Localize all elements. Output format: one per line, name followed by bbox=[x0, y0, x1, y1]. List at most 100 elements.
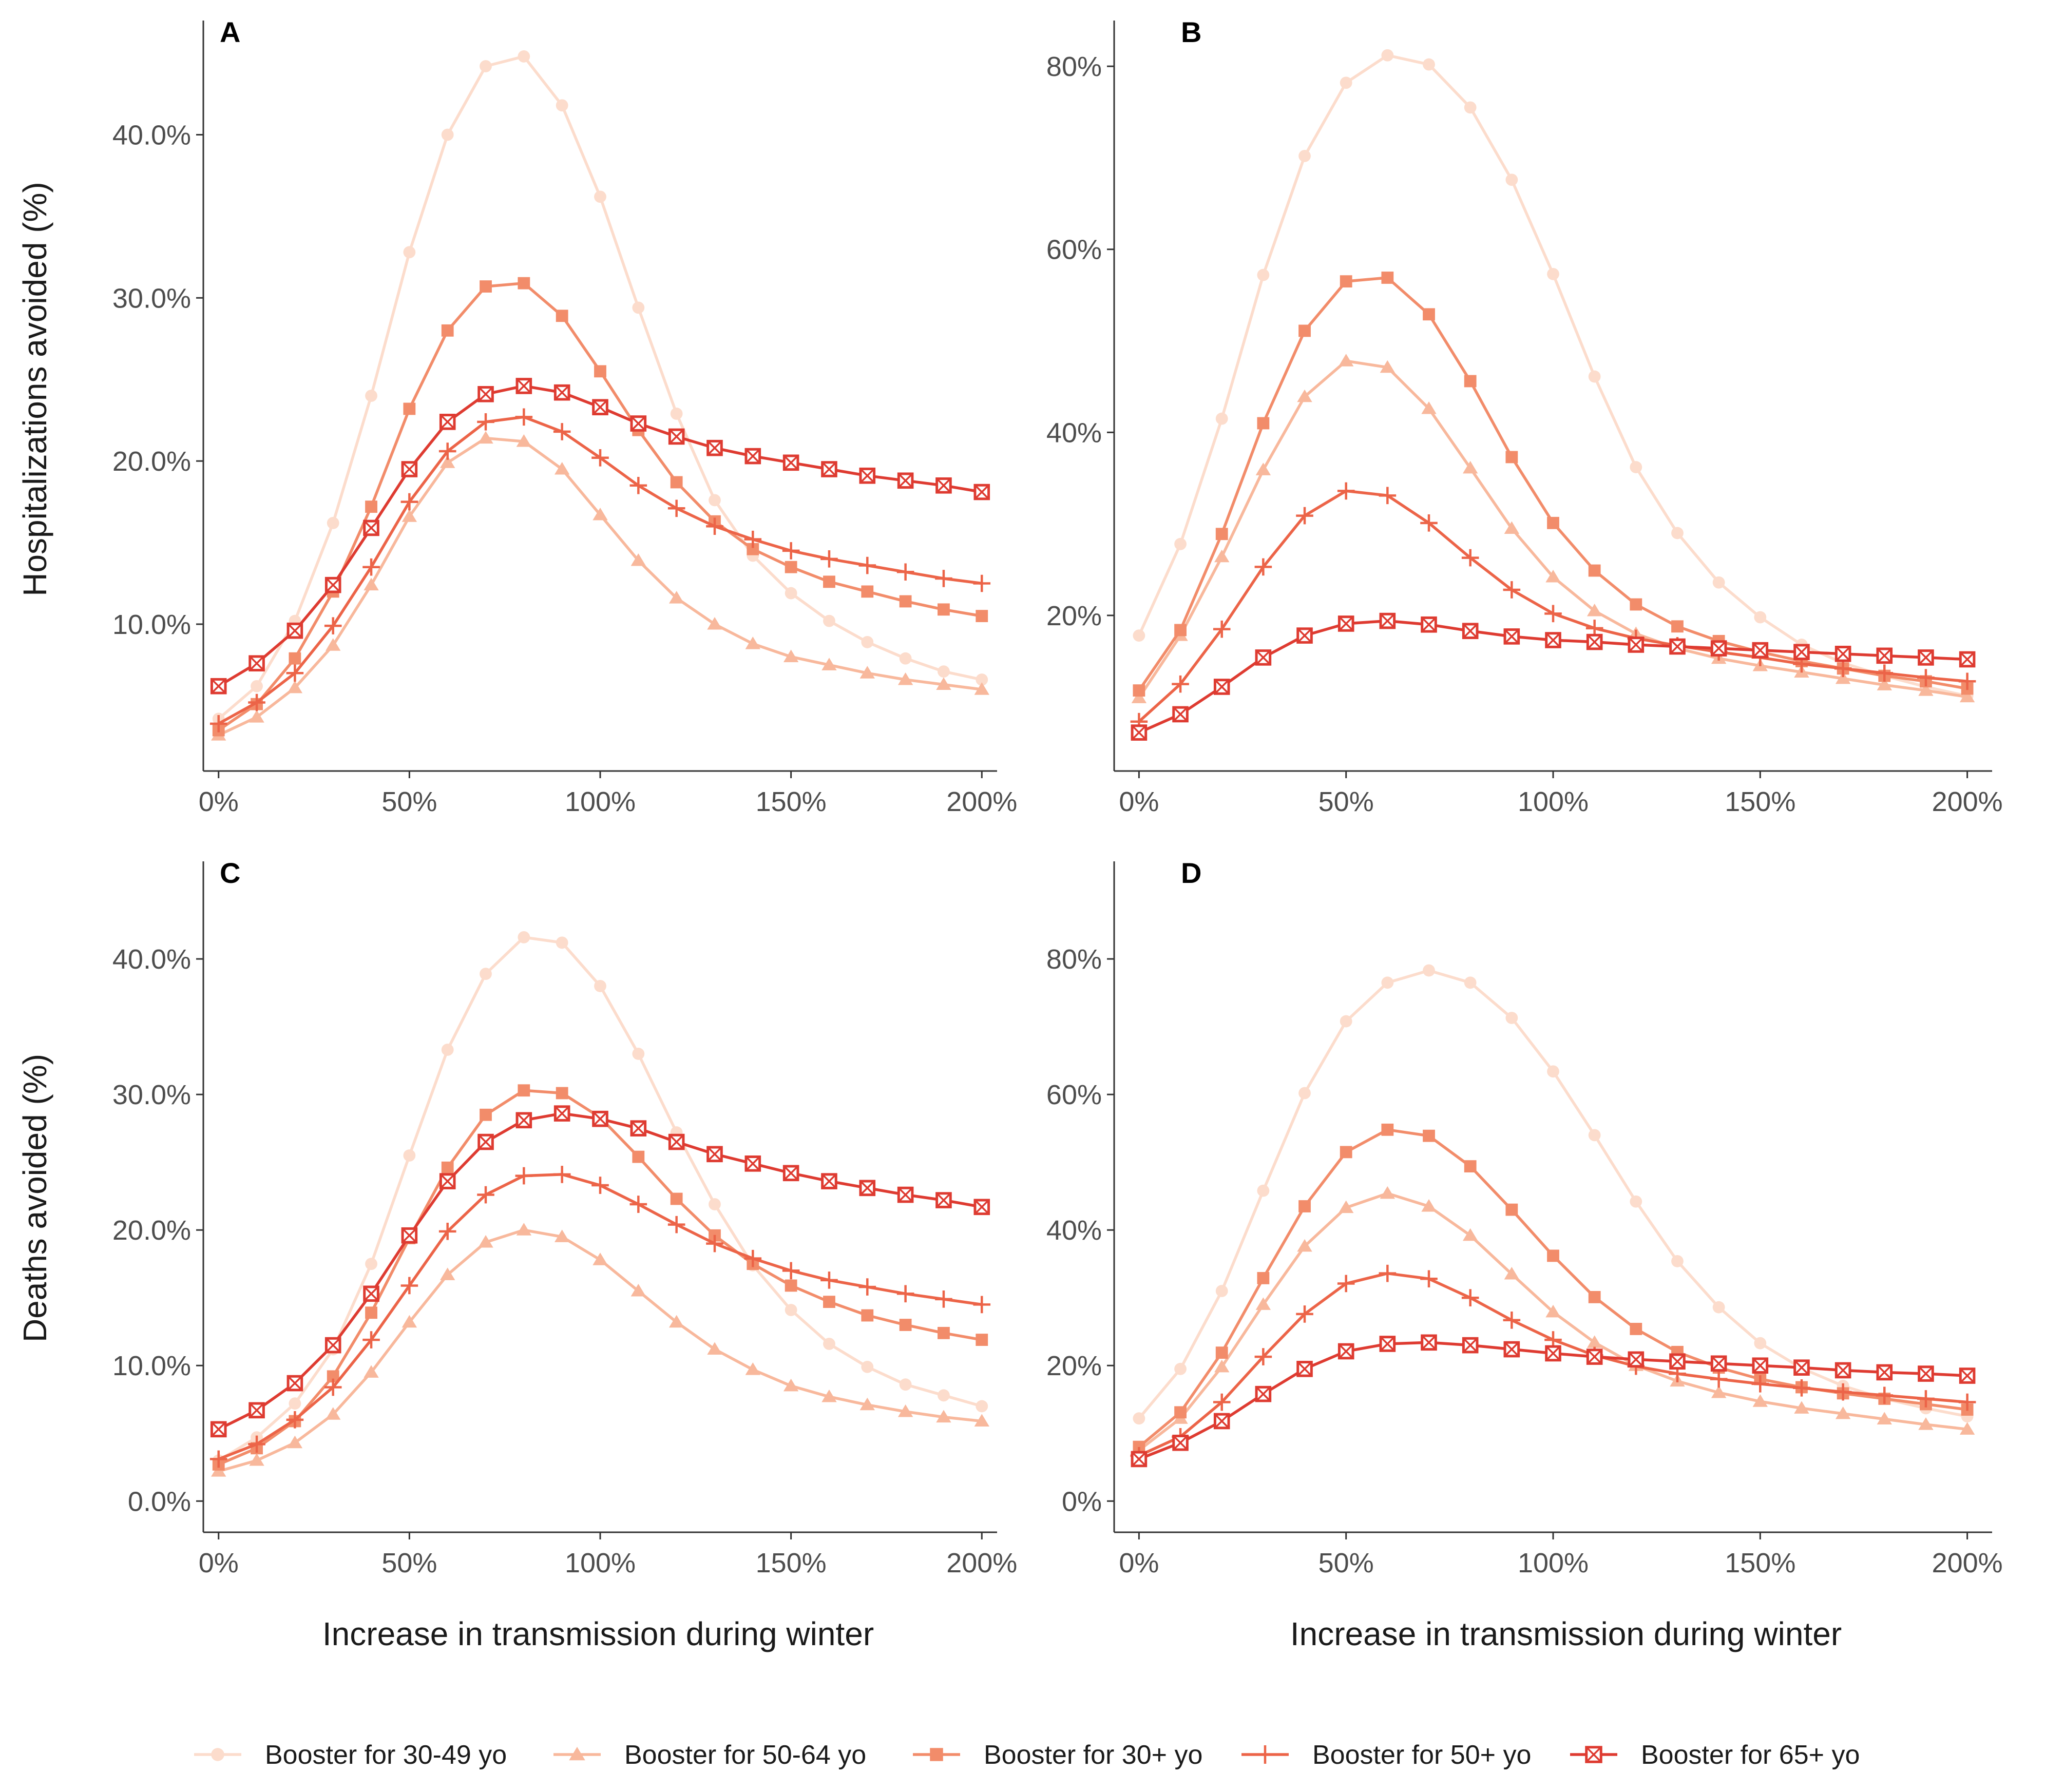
data-point bbox=[861, 1309, 874, 1322]
x-tick-label: 0% bbox=[1119, 786, 1159, 817]
panel-c-deaths: C Deaths avoided (%) Increase in transmi… bbox=[16, 857, 1017, 1652]
x-tick-label: 100% bbox=[565, 1548, 636, 1578]
data-point bbox=[1215, 528, 1228, 541]
data-point bbox=[785, 561, 797, 573]
data-point bbox=[591, 449, 609, 467]
data-point bbox=[667, 1216, 685, 1234]
data-point bbox=[1338, 354, 1354, 367]
data-point bbox=[1462, 1337, 1479, 1354]
data-point bbox=[324, 617, 342, 634]
data-point bbox=[1876, 647, 1893, 664]
data-point bbox=[897, 672, 913, 685]
data-point bbox=[1421, 1334, 1437, 1351]
data-point bbox=[1381, 1123, 1394, 1136]
data-point bbox=[785, 1279, 797, 1292]
y-tick-label: 10.0% bbox=[112, 1351, 191, 1381]
data-point bbox=[1379, 612, 1396, 629]
data-point bbox=[326, 1407, 341, 1420]
data-point bbox=[1379, 1336, 1396, 1352]
data-point bbox=[1877, 1412, 1892, 1425]
data-point bbox=[1298, 324, 1311, 337]
data-point bbox=[553, 1105, 570, 1122]
data-point bbox=[362, 558, 380, 576]
data-point bbox=[1503, 1341, 1520, 1358]
data-point bbox=[1174, 537, 1187, 550]
data-point bbox=[668, 428, 685, 445]
data-point bbox=[976, 610, 988, 622]
y-tick-label: 80% bbox=[1046, 944, 1102, 975]
data-point bbox=[365, 1258, 377, 1270]
data-point bbox=[1917, 669, 1935, 686]
data-point bbox=[1337, 1343, 1354, 1360]
data-point bbox=[286, 622, 303, 639]
x-tick-label: 200% bbox=[946, 1548, 1017, 1578]
y-tick-label: 60% bbox=[1046, 1080, 1102, 1110]
data-point bbox=[897, 472, 914, 489]
data-point bbox=[821, 1173, 837, 1189]
data-point bbox=[706, 517, 723, 535]
y-tick-label: 60% bbox=[1046, 235, 1102, 265]
data-point bbox=[210, 1421, 227, 1438]
data-point bbox=[1462, 1228, 1478, 1241]
data-point bbox=[1340, 76, 1352, 89]
data-point bbox=[327, 517, 339, 529]
data-point bbox=[441, 1044, 454, 1056]
data-point bbox=[1340, 1015, 1352, 1028]
data-point bbox=[823, 1338, 835, 1350]
x-tick-label: 150% bbox=[1725, 786, 1795, 817]
data-point bbox=[516, 434, 532, 447]
data-point bbox=[1503, 1311, 1521, 1329]
data-point bbox=[1793, 1359, 1810, 1376]
data-point bbox=[477, 413, 494, 431]
data-point bbox=[670, 1192, 683, 1205]
series-booster-for-50-64-yo bbox=[211, 1223, 989, 1477]
data-point bbox=[896, 1285, 914, 1303]
data-point bbox=[1421, 616, 1437, 633]
data-point bbox=[1131, 1451, 1148, 1468]
data-point bbox=[1379, 487, 1397, 505]
x-axis-title-left: Increase in transmission during winter bbox=[322, 1615, 874, 1652]
data-point bbox=[1547, 267, 1559, 280]
data-point bbox=[1297, 1239, 1312, 1252]
data-point bbox=[1131, 724, 1148, 741]
data-point bbox=[1587, 1335, 1602, 1348]
data-point bbox=[1255, 649, 1272, 666]
data-point bbox=[477, 1186, 494, 1204]
data-point bbox=[324, 1378, 342, 1396]
data-point bbox=[1133, 1412, 1145, 1425]
x-tick-label: 50% bbox=[1318, 786, 1374, 817]
data-point bbox=[402, 1315, 417, 1328]
data-point bbox=[1131, 690, 1147, 703]
data-point bbox=[515, 1112, 532, 1129]
data-point bbox=[439, 1173, 456, 1189]
y-tick-label: 0.0% bbox=[128, 1486, 191, 1517]
data-point bbox=[1257, 417, 1270, 430]
data-point bbox=[553, 423, 571, 440]
data-point bbox=[1464, 1160, 1477, 1172]
data-point bbox=[785, 587, 797, 600]
data-point bbox=[1710, 1355, 1727, 1372]
data-point bbox=[1588, 1129, 1601, 1142]
data-point bbox=[1545, 632, 1561, 648]
data-point bbox=[973, 484, 990, 500]
data-point bbox=[516, 1223, 532, 1236]
data-point bbox=[327, 1370, 339, 1383]
data-point bbox=[556, 310, 568, 322]
data-point bbox=[554, 462, 570, 475]
data-point bbox=[1462, 460, 1478, 474]
data-point bbox=[1545, 570, 1561, 583]
x-tick-label: 0% bbox=[199, 786, 239, 817]
data-point bbox=[554, 1229, 570, 1242]
data-point bbox=[515, 408, 533, 426]
data-point bbox=[1918, 1417, 1934, 1430]
legend-label: Booster for 50+ yo bbox=[1312, 1740, 1531, 1770]
data-point bbox=[1754, 611, 1767, 624]
data-point bbox=[363, 1285, 379, 1302]
data-point bbox=[251, 680, 263, 692]
y-tick-label: 40% bbox=[1046, 1215, 1102, 1246]
series-booster-for-50-64-yo bbox=[1131, 354, 1975, 703]
data-point bbox=[974, 682, 989, 695]
data-point bbox=[209, 1450, 227, 1468]
